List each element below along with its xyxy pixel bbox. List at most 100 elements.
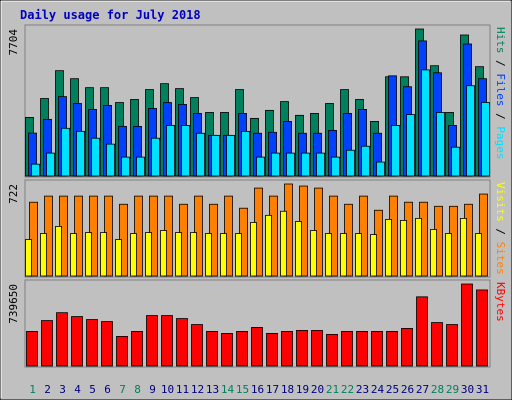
bar xyxy=(56,312,68,367)
bar xyxy=(190,232,197,277)
bar xyxy=(385,219,392,277)
bar xyxy=(451,146,460,177)
x-tick-label: 4 xyxy=(74,383,81,396)
legend: Hits / Files / Pages xyxy=(494,27,507,160)
bar xyxy=(466,85,475,177)
bar xyxy=(161,315,173,367)
bar xyxy=(460,218,467,277)
bar xyxy=(130,233,137,277)
bar xyxy=(446,324,458,367)
bar xyxy=(71,316,83,367)
bar xyxy=(250,222,257,277)
y-tick-label: 722 xyxy=(7,184,20,204)
x-tick-label: 22 xyxy=(341,383,354,396)
legend-entry: Files xyxy=(494,73,507,106)
bar xyxy=(31,163,40,177)
x-tick-label: 24 xyxy=(371,383,385,396)
bar xyxy=(121,156,130,177)
bar xyxy=(376,161,385,177)
bar xyxy=(386,331,398,367)
x-tick-label: 9 xyxy=(149,383,156,396)
bar xyxy=(355,233,362,277)
bar xyxy=(236,331,248,367)
x-tick-label: 28 xyxy=(431,383,444,396)
x-tick-label: 26 xyxy=(401,383,414,396)
bar xyxy=(296,330,308,367)
bar xyxy=(55,226,62,277)
bar xyxy=(175,232,182,277)
bar xyxy=(145,232,152,277)
bar xyxy=(41,320,53,367)
bar xyxy=(70,233,77,277)
bar xyxy=(431,322,443,367)
bar xyxy=(160,230,167,277)
bar xyxy=(251,327,263,367)
legend-entry: KBytes xyxy=(494,282,507,322)
bar xyxy=(316,152,325,177)
bar xyxy=(295,221,302,277)
bar xyxy=(415,218,422,277)
legend-entry: Sites xyxy=(494,242,507,275)
bar xyxy=(206,331,218,367)
x-tick-label: 29 xyxy=(446,383,459,396)
bar xyxy=(311,330,323,367)
x-tick-label: 8 xyxy=(134,383,141,396)
bar xyxy=(371,331,383,367)
legend-entry: Pages xyxy=(494,126,507,159)
bar xyxy=(205,233,212,277)
bar xyxy=(356,331,368,367)
bar xyxy=(116,335,128,367)
x-tick-label: 1 xyxy=(29,383,36,396)
bar xyxy=(361,145,370,177)
x-tick-label: 3 xyxy=(59,383,66,396)
bar xyxy=(46,152,55,177)
x-tick-label: 15 xyxy=(236,383,249,396)
bar xyxy=(421,69,430,177)
x-tick-label: 6 xyxy=(104,383,111,396)
bar xyxy=(241,130,250,177)
bar xyxy=(286,152,295,177)
bar xyxy=(136,156,145,177)
bar xyxy=(61,127,70,177)
bar xyxy=(226,134,235,177)
bar xyxy=(430,229,437,277)
bar xyxy=(85,232,92,277)
legend-separator: / xyxy=(494,222,507,242)
bar xyxy=(131,331,143,367)
bar xyxy=(401,328,413,367)
x-tick-label: 31 xyxy=(476,383,489,396)
bar xyxy=(266,333,278,367)
x-tick-label: 7 xyxy=(119,383,126,396)
x-tick-label: 5 xyxy=(89,383,96,396)
bar xyxy=(191,324,203,367)
bar xyxy=(271,152,280,177)
bar xyxy=(476,289,488,367)
bar xyxy=(235,233,242,277)
bar xyxy=(281,331,293,367)
bar xyxy=(211,134,220,177)
y-tick-label: 739650 xyxy=(7,284,20,324)
x-tick-label: 14 xyxy=(221,383,235,396)
bar xyxy=(280,210,287,277)
bar xyxy=(481,102,490,177)
bar xyxy=(181,125,190,177)
x-tick-label: 17 xyxy=(266,383,279,396)
bar xyxy=(331,156,340,177)
bar xyxy=(445,233,452,277)
legend: KBytes xyxy=(494,282,507,322)
bar xyxy=(220,233,227,277)
x-tick-label: 21 xyxy=(326,383,339,396)
bar xyxy=(461,283,473,367)
x-tick-label: 23 xyxy=(356,383,369,396)
legend-entry: Hits xyxy=(494,27,507,54)
bar xyxy=(310,230,317,277)
bar xyxy=(166,125,175,177)
x-tick-label: 16 xyxy=(251,383,264,396)
x-tick-label: 10 xyxy=(161,383,174,396)
bar xyxy=(26,331,38,367)
bar xyxy=(176,318,188,367)
bar xyxy=(221,333,233,367)
legend-separator: / xyxy=(494,54,507,74)
bar xyxy=(436,112,445,177)
